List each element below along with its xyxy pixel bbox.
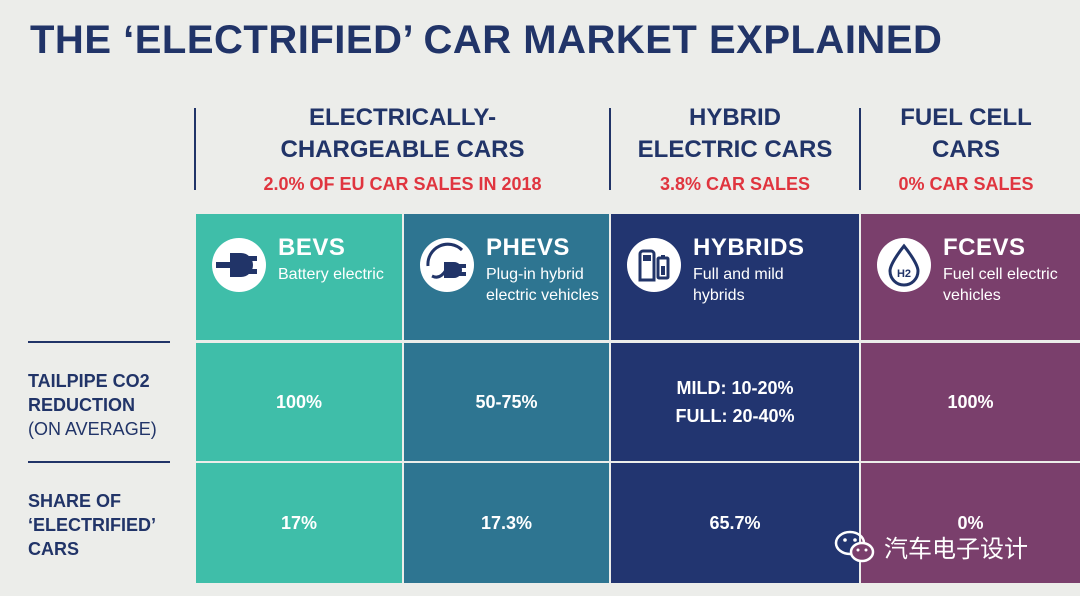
group-divider: [859, 108, 861, 190]
row-label-line: ‘ELECTRIFIED’: [28, 515, 157, 535]
co2-value-full: FULL: 20-40%: [675, 406, 795, 426]
column-name: PHEVS: [486, 234, 570, 261]
column-header-hybrids: HYBRIDS Full and mild hybrids: [611, 214, 859, 340]
co2-value-mild: MILD: 10-20%: [676, 378, 794, 398]
share-value-hybrids: 65.7%: [611, 463, 859, 583]
column-header-phevs: PHEVS Plug-in hybrid electric vehicles: [404, 214, 609, 340]
group-title-line2: CARS: [931, 136, 1000, 163]
svg-text:H2: H2: [897, 268, 911, 280]
row-label-co2: TAILPIPE CO2 REDUCTION (ON AVERAGE): [28, 369, 157, 441]
row-label-share: SHARE OF ‘ELECTRIFIED’ CARS: [28, 489, 156, 561]
plug-in-hybrid-icon: [418, 236, 476, 294]
electric-plug-icon: [210, 236, 268, 294]
row-label-line: CARS: [28, 539, 80, 559]
page-title: THE ‘ELECTRIFIED’ CAR MARKET EXPLAINED: [30, 18, 943, 62]
row-label-line: TAILPIPE CO2: [28, 371, 150, 391]
group-divider: [194, 108, 196, 190]
row-label-note: (ON AVERAGE): [28, 419, 157, 439]
group-sales-share: 2.0% OF EU CAR SALES IN 2018: [263, 174, 542, 194]
column-description: Fuel cell electric vehicles: [943, 266, 1058, 304]
co2-value-phevs: 50-75%: [404, 343, 609, 461]
watermark: 汽车电子设计: [834, 528, 1028, 564]
group-title-line1: ELECTRICALLY-: [308, 104, 497, 131]
share-value-bevs: 17%: [196, 463, 402, 583]
wechat-icon: [834, 528, 876, 564]
fuel-pump-battery-icon: [625, 236, 683, 294]
group-header-hybrid: HYBRID ELECTRIC CARS 3.8% CAR SALES: [611, 102, 859, 195]
group-header-fuel-cell: FUEL CELL CARS 0% CAR SALES: [861, 102, 1071, 195]
column-description: Full and mild hybrids: [693, 266, 784, 304]
share-value-fcevs: 0%: [861, 463, 1080, 583]
column-header-bevs: BEVS Battery electric: [196, 214, 402, 340]
group-header-chargeable: ELECTRICALLY- CHARGEABLE CARS 2.0% OF EU…: [196, 102, 609, 195]
co2-value-bevs: 100%: [196, 343, 402, 461]
column-header-fcevs: H2 FCEVS Fuel cell electric vehicles: [861, 214, 1080, 340]
co2-value-hybrids: MILD: 10-20% FULL: 20-40%: [611, 343, 859, 461]
group-sales-share: 0% CAR SALES: [898, 174, 1034, 194]
group-title-line1: HYBRID: [688, 104, 781, 131]
column-name: FCEVS: [943, 234, 1026, 261]
hydrogen-drop-icon: H2: [875, 236, 933, 294]
column-name: HYBRIDS: [693, 234, 805, 261]
row-label-line: REDUCTION: [28, 395, 135, 415]
column-description: Plug-in hybrid electric vehicles: [486, 266, 599, 304]
row-label-line: SHARE OF: [28, 491, 122, 511]
group-divider: [609, 108, 611, 190]
row-divider: [28, 341, 170, 343]
row-divider: [28, 461, 170, 463]
group-title-line2: CHARGEABLE CARS: [280, 136, 525, 163]
share-value-phevs: 17.3%: [404, 463, 609, 583]
group-sales-share: 3.8% CAR SALES: [659, 174, 811, 194]
watermark-text: 汽车电子设计: [884, 534, 1028, 563]
group-title-line1: FUEL CELL: [900, 104, 1032, 131]
column-description: Battery electric: [278, 266, 384, 283]
group-title-line2: ELECTRIC CARS: [637, 136, 833, 163]
column-name: BEVS: [278, 234, 346, 261]
co2-value-fcevs: 100%: [861, 343, 1080, 461]
